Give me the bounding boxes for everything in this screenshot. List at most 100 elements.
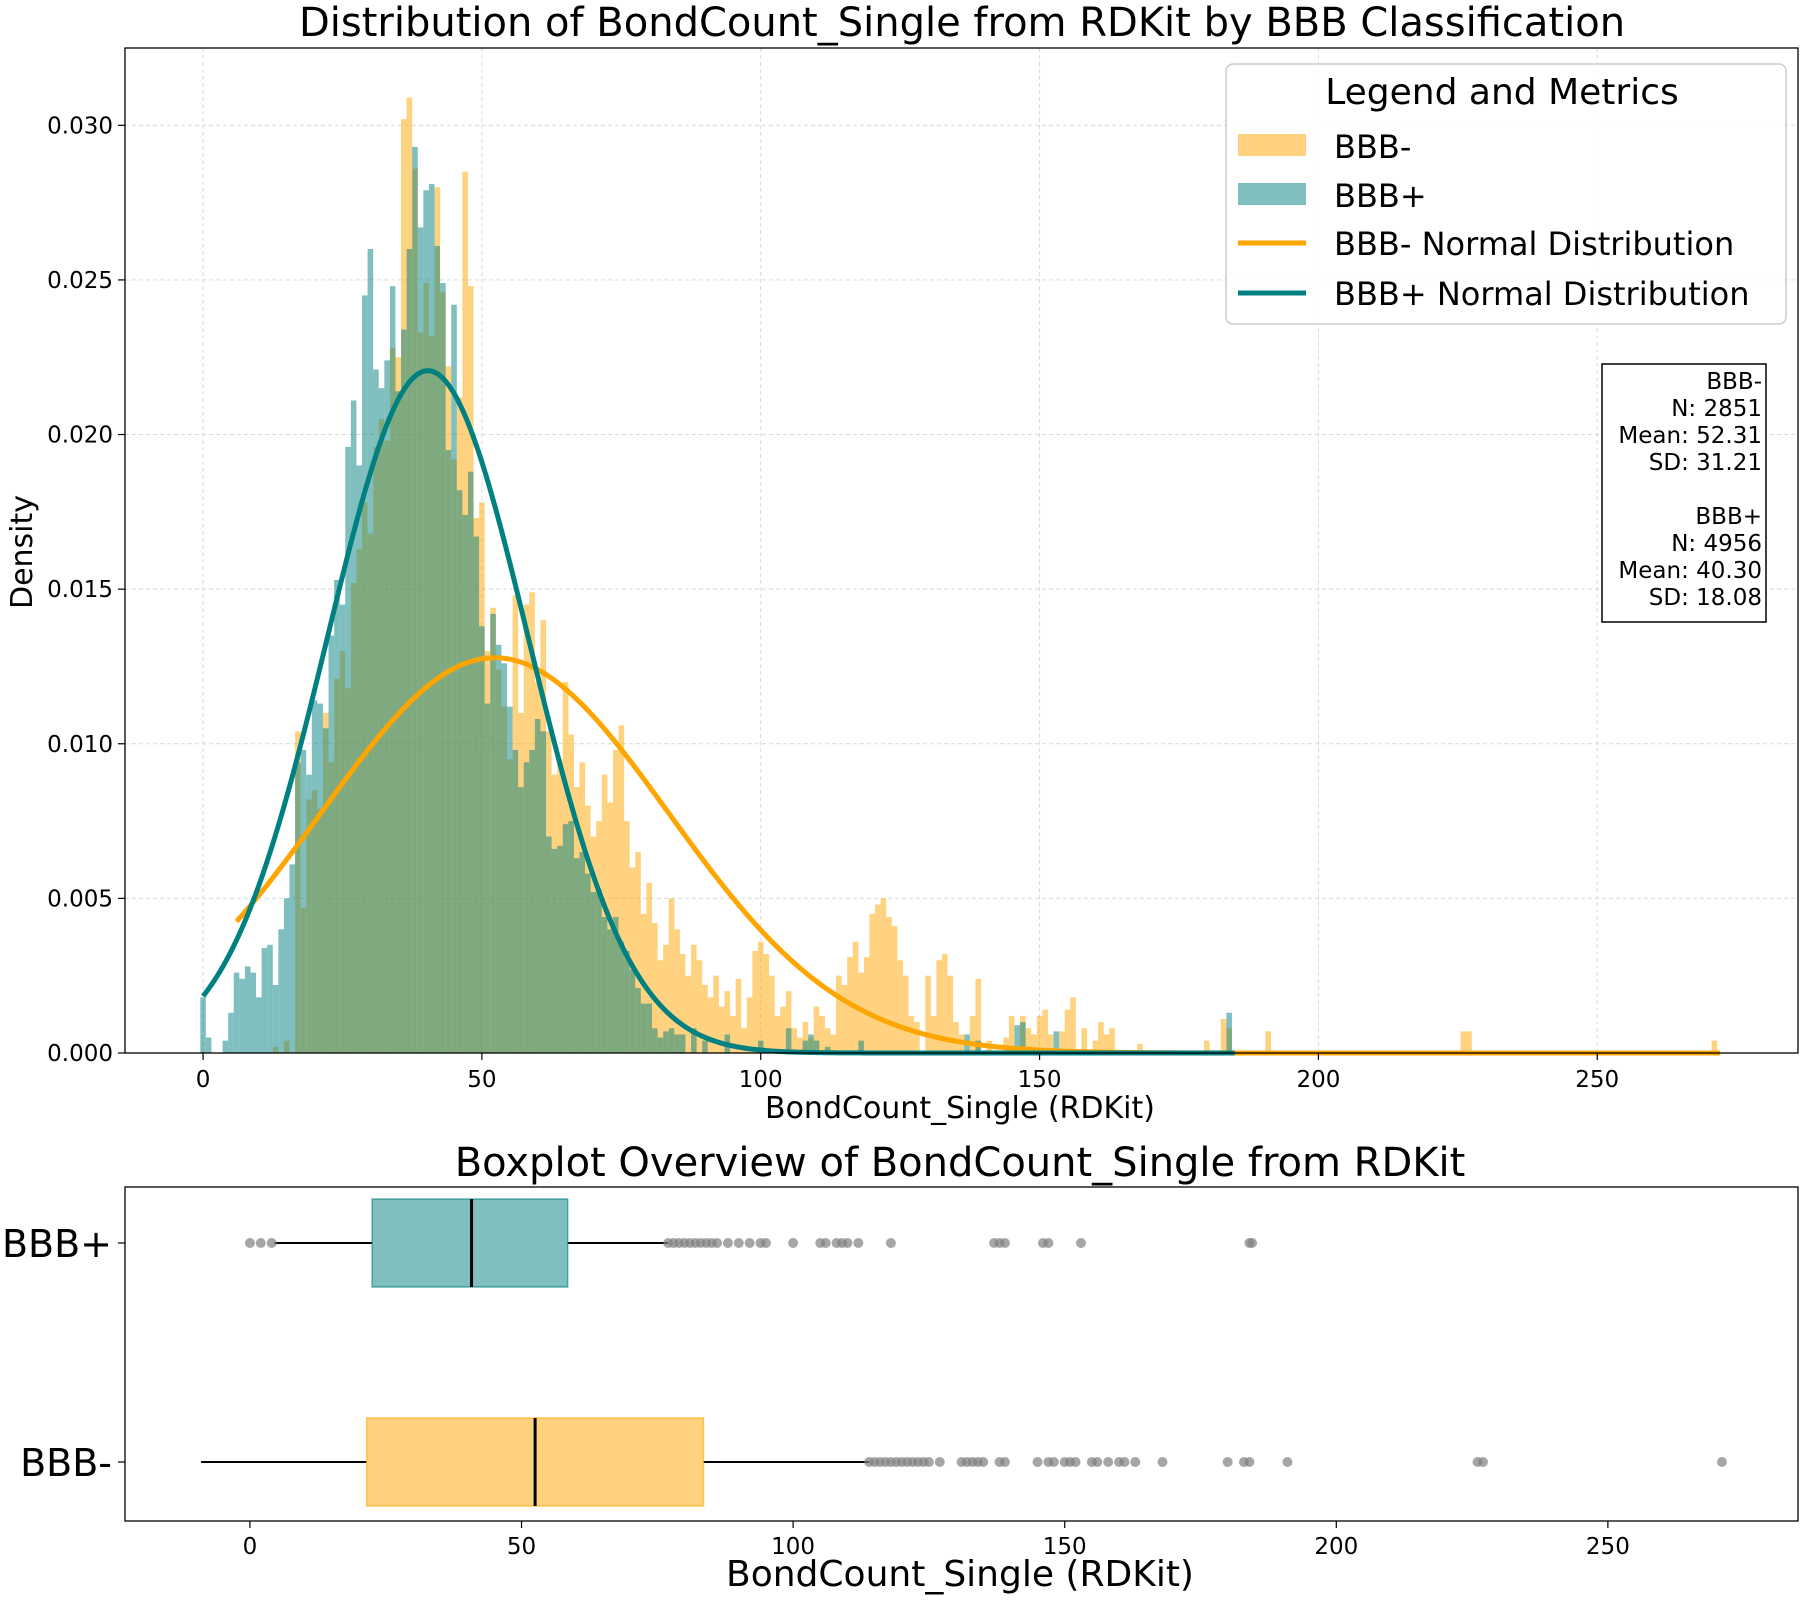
histogram-x-tick-label: 50 <box>467 1067 496 1093</box>
histogram-title: Distribution of BondCount_Single from RD… <box>299 0 1625 46</box>
bbb-neg-histogram-bar <box>1064 1009 1071 1053</box>
bbb-pos-histogram-bar <box>467 471 474 1054</box>
bbb-neg-histogram-bar <box>702 984 708 1053</box>
stats-bbb-neg-title: BBB- <box>1706 369 1762 395</box>
bbb-pos-histogram-bar <box>378 388 385 1054</box>
bbb-pos-histogram-bar <box>283 898 290 1053</box>
bbb-neg-histogram-bar <box>741 1028 747 1053</box>
bbb-neg-histogram-bar <box>618 725 625 1053</box>
bbb-neg-histogram-bar <box>1109 1028 1115 1053</box>
bbb-neg-histogram-bar <box>1031 1034 1037 1053</box>
bbb-neg-histogram-bar <box>1460 1031 1467 1053</box>
bbb-neg-histogram-bar <box>875 904 881 1053</box>
boxplot-x-tick-label: 0 <box>243 1534 258 1560</box>
histogram-y-tick-label: 0.025 <box>47 268 113 294</box>
bbb-pos-histogram-bar <box>389 286 396 1054</box>
bbb-pos-histogram-bar <box>557 845 563 1053</box>
bbb-pos-outlier-point <box>744 1238 755 1248</box>
bbb-pos-histogram-bar <box>651 1028 658 1053</box>
bbb-neg-histogram-bar <box>624 821 630 1053</box>
bbb-neg-histogram-bar <box>880 898 887 1053</box>
bbb-pos-histogram-bar <box>311 700 318 1053</box>
bbb-pos-outlier-point <box>788 1238 799 1248</box>
bbb-neg-outlier-point <box>1716 1457 1727 1467</box>
bbb-neg-histogram-bar <box>1220 1018 1227 1053</box>
stats-bbb-pos-mean: Mean: 40.30 <box>1618 558 1762 584</box>
bbb-neg-outlier-point <box>1222 1457 1233 1467</box>
histogram-x-tick-label: 200 <box>1296 1067 1340 1093</box>
bbb-neg-histogram-bar <box>635 852 641 1053</box>
bbb-neg-histogram-bar <box>897 960 903 1053</box>
bbb-neg-histogram-bar <box>746 997 753 1053</box>
bbb-pos-histogram-bar <box>479 626 485 1053</box>
bbb-neg-histogram-bar <box>1092 1040 1099 1053</box>
bbb-pos-histogram-bar <box>451 304 457 1054</box>
bbb-pos-histogram-bar <box>445 450 452 1053</box>
bbb-neg-histogram-bar <box>769 975 775 1053</box>
stats-box: BBB- N: 2851 Mean: 52.31 SD: 31.21 BBB+ … <box>1601 363 1767 623</box>
bbb-pos-histogram-bar <box>384 360 390 1053</box>
bbb-neg-outlier-point <box>934 1457 945 1467</box>
stats-bbb-neg-n: N: 2851 <box>1671 396 1762 422</box>
bbb-pos-histogram-bar <box>278 929 284 1053</box>
bbb-neg-histogram-bar <box>802 1022 809 1053</box>
bbb-neg-histogram-bar <box>925 975 931 1053</box>
bbb-pos-histogram-bar <box>434 245 441 1053</box>
bbb-neg-histogram-bar <box>1137 1043 1143 1053</box>
histogram-x-tick-label: 100 <box>739 1067 783 1093</box>
bbb-pos-histogram-bar <box>367 249 374 1053</box>
bbb-pos-histogram-bar <box>362 295 368 1053</box>
bbb-pos-histogram-bar <box>668 1028 675 1053</box>
bbb-neg-outlier-point <box>1048 1457 1059 1467</box>
bbb-neg-outlier-point <box>1070 1457 1081 1467</box>
bbb-neg-histogram-bar <box>953 1022 959 1053</box>
bbb-pos-outlier-point <box>885 1238 896 1248</box>
bbb-pos-histogram-bar <box>250 972 257 1053</box>
bbb-pos-histogram-bar <box>635 988 641 1053</box>
bbb-neg-histogram-bar <box>774 1015 781 1053</box>
bbb-neg-histogram-bar <box>629 867 636 1053</box>
boxplot-x-ticks: 0 50 100 150 200 250 <box>243 1521 1630 1560</box>
bbb-neg-histogram-bar <box>1098 1022 1104 1053</box>
bbb-neg-outlier-point <box>1157 1457 1168 1467</box>
bbb-pos-histogram-bar <box>417 227 424 1053</box>
bbb-neg-histogram-bar <box>735 978 742 1053</box>
bbb-pos-histogram-bar <box>640 1003 647 1053</box>
bbb-neg-histogram-bar <box>691 944 697 1053</box>
boxplot-axes-frame <box>124 1186 1799 1522</box>
bbb-neg-histogram-bar <box>1036 1015 1043 1053</box>
legend-label-bbb-neg-normal: BBB- Normal Distribution <box>1334 225 1734 263</box>
bbb-neg-histogram-bar <box>679 954 686 1053</box>
bbb-neg-histogram-bar <box>757 941 764 1053</box>
bbb-neg-outlier-point <box>999 1457 1010 1467</box>
bbb-pos-histogram-bar <box>518 787 524 1053</box>
stats-bbb-pos-sd: SD: 18.08 <box>1649 585 1762 611</box>
bbb-neg-histogram-bar <box>869 913 876 1053</box>
bbb-pos-histogram-bar <box>691 1028 697 1053</box>
legend-swatch-bbb-pos <box>1238 183 1306 205</box>
bbb-pos-histogram-bar <box>490 613 496 1053</box>
bbb-pos-histogram-bar <box>679 1034 686 1053</box>
histogram-y-tick-label: 0.005 <box>47 886 113 912</box>
stats-bbb-pos-title: BBB+ <box>1695 504 1762 530</box>
bbb-neg-histogram-bar <box>1047 1034 1054 1053</box>
histogram-panel: Distribution of BondCount_Single from RD… <box>5 0 1799 1126</box>
bbb-neg-histogram-bar <box>796 1037 803 1053</box>
bbb-pos-histogram-bar <box>808 1034 814 1053</box>
bbb-neg-histogram-bar <box>685 975 692 1053</box>
bbb-neg-histogram-bar <box>936 960 942 1053</box>
bbb-pos-histogram-bar <box>328 635 335 1053</box>
boxplot-x-tick-label: 50 <box>507 1534 536 1560</box>
bbb-pos-histogram-bar <box>473 536 480 1053</box>
stats-box-frame <box>1601 363 1767 623</box>
bbb-pos-histogram-bar <box>813 1040 820 1053</box>
bbb-pos-histogram-bar <box>306 774 312 1053</box>
bbb-neg-histogram-bar <box>1103 1034 1110 1053</box>
bbb-pos-outlier-point <box>244 1238 255 1248</box>
bbb-neg-category-label: BBB- <box>20 1441 112 1485</box>
stats-bbb-neg-mean: Mean: 52.31 <box>1618 423 1762 449</box>
bbb-pos-histogram-bar <box>523 762 530 1053</box>
bbb-pos-histogram-bar <box>1226 1012 1232 1053</box>
bbb-pos-histogram-bar <box>322 728 329 1053</box>
